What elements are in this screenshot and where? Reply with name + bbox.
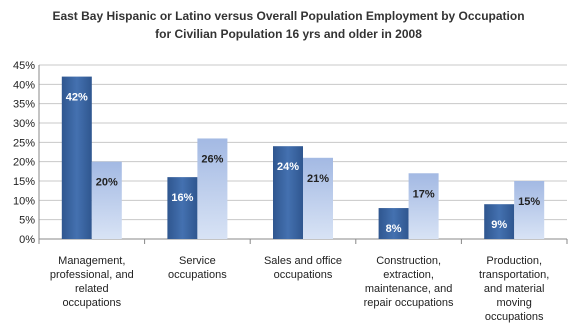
y-tick-label: 45% [13, 60, 35, 72]
data-label: 42% [66, 92, 88, 104]
y-tick-label: 35% [13, 99, 35, 111]
bars [61, 76, 545, 239]
y-tick-label: 5% [19, 215, 35, 227]
gridlines [39, 64, 567, 240]
x-tick-label: Construction, extraction, maintenance, and… [364, 255, 454, 309]
bar [197, 138, 228, 239]
x-tick-label: Management, professional, and related occup… [50, 255, 134, 309]
chart-title: East Bay Hispanic or Latino versus Overa… [52, 9, 525, 23]
bar [484, 204, 515, 239]
data-label: 16% [171, 192, 193, 204]
bar [273, 146, 303, 239]
data-label: 21% [307, 173, 329, 185]
bar [408, 173, 439, 239]
data-label: 26% [201, 153, 223, 165]
data-label: 17% [413, 188, 435, 200]
bar [167, 177, 198, 239]
y-tick-label: 25% [13, 137, 35, 149]
x-tick-label: Production, transportation, and material mo… [479, 255, 549, 323]
data-label: 8% [386, 223, 402, 235]
data-label: 15% [518, 196, 540, 208]
y-tick-label: 0% [19, 234, 35, 246]
y-tick-label: 20% [13, 157, 35, 169]
data-label: 24% [277, 161, 299, 173]
chart-subtitle: for Civilian Population 16 yrs and older… [155, 27, 422, 41]
bar [91, 161, 122, 239]
data-label: 9% [491, 219, 507, 231]
x-tick-label: Sales and office occupations [264, 255, 342, 281]
y-tick-label: 30% [13, 118, 35, 130]
bar [303, 157, 333, 239]
y-tick-label: 15% [13, 176, 35, 188]
labels: 42% 20% Management, professional, and relate… [50, 92, 549, 323]
y-tick-label: 10% [13, 195, 35, 207]
x-tick-label: Service occupations [168, 255, 227, 281]
y-tick-label: 40% [13, 79, 35, 91]
bar [514, 181, 545, 239]
axes: 0% 5% 10% 15% 20% 25% 30% 35% 40% 45% [13, 60, 568, 246]
data-label: 20% [96, 177, 118, 189]
bar [378, 208, 409, 239]
bar [61, 76, 92, 239]
